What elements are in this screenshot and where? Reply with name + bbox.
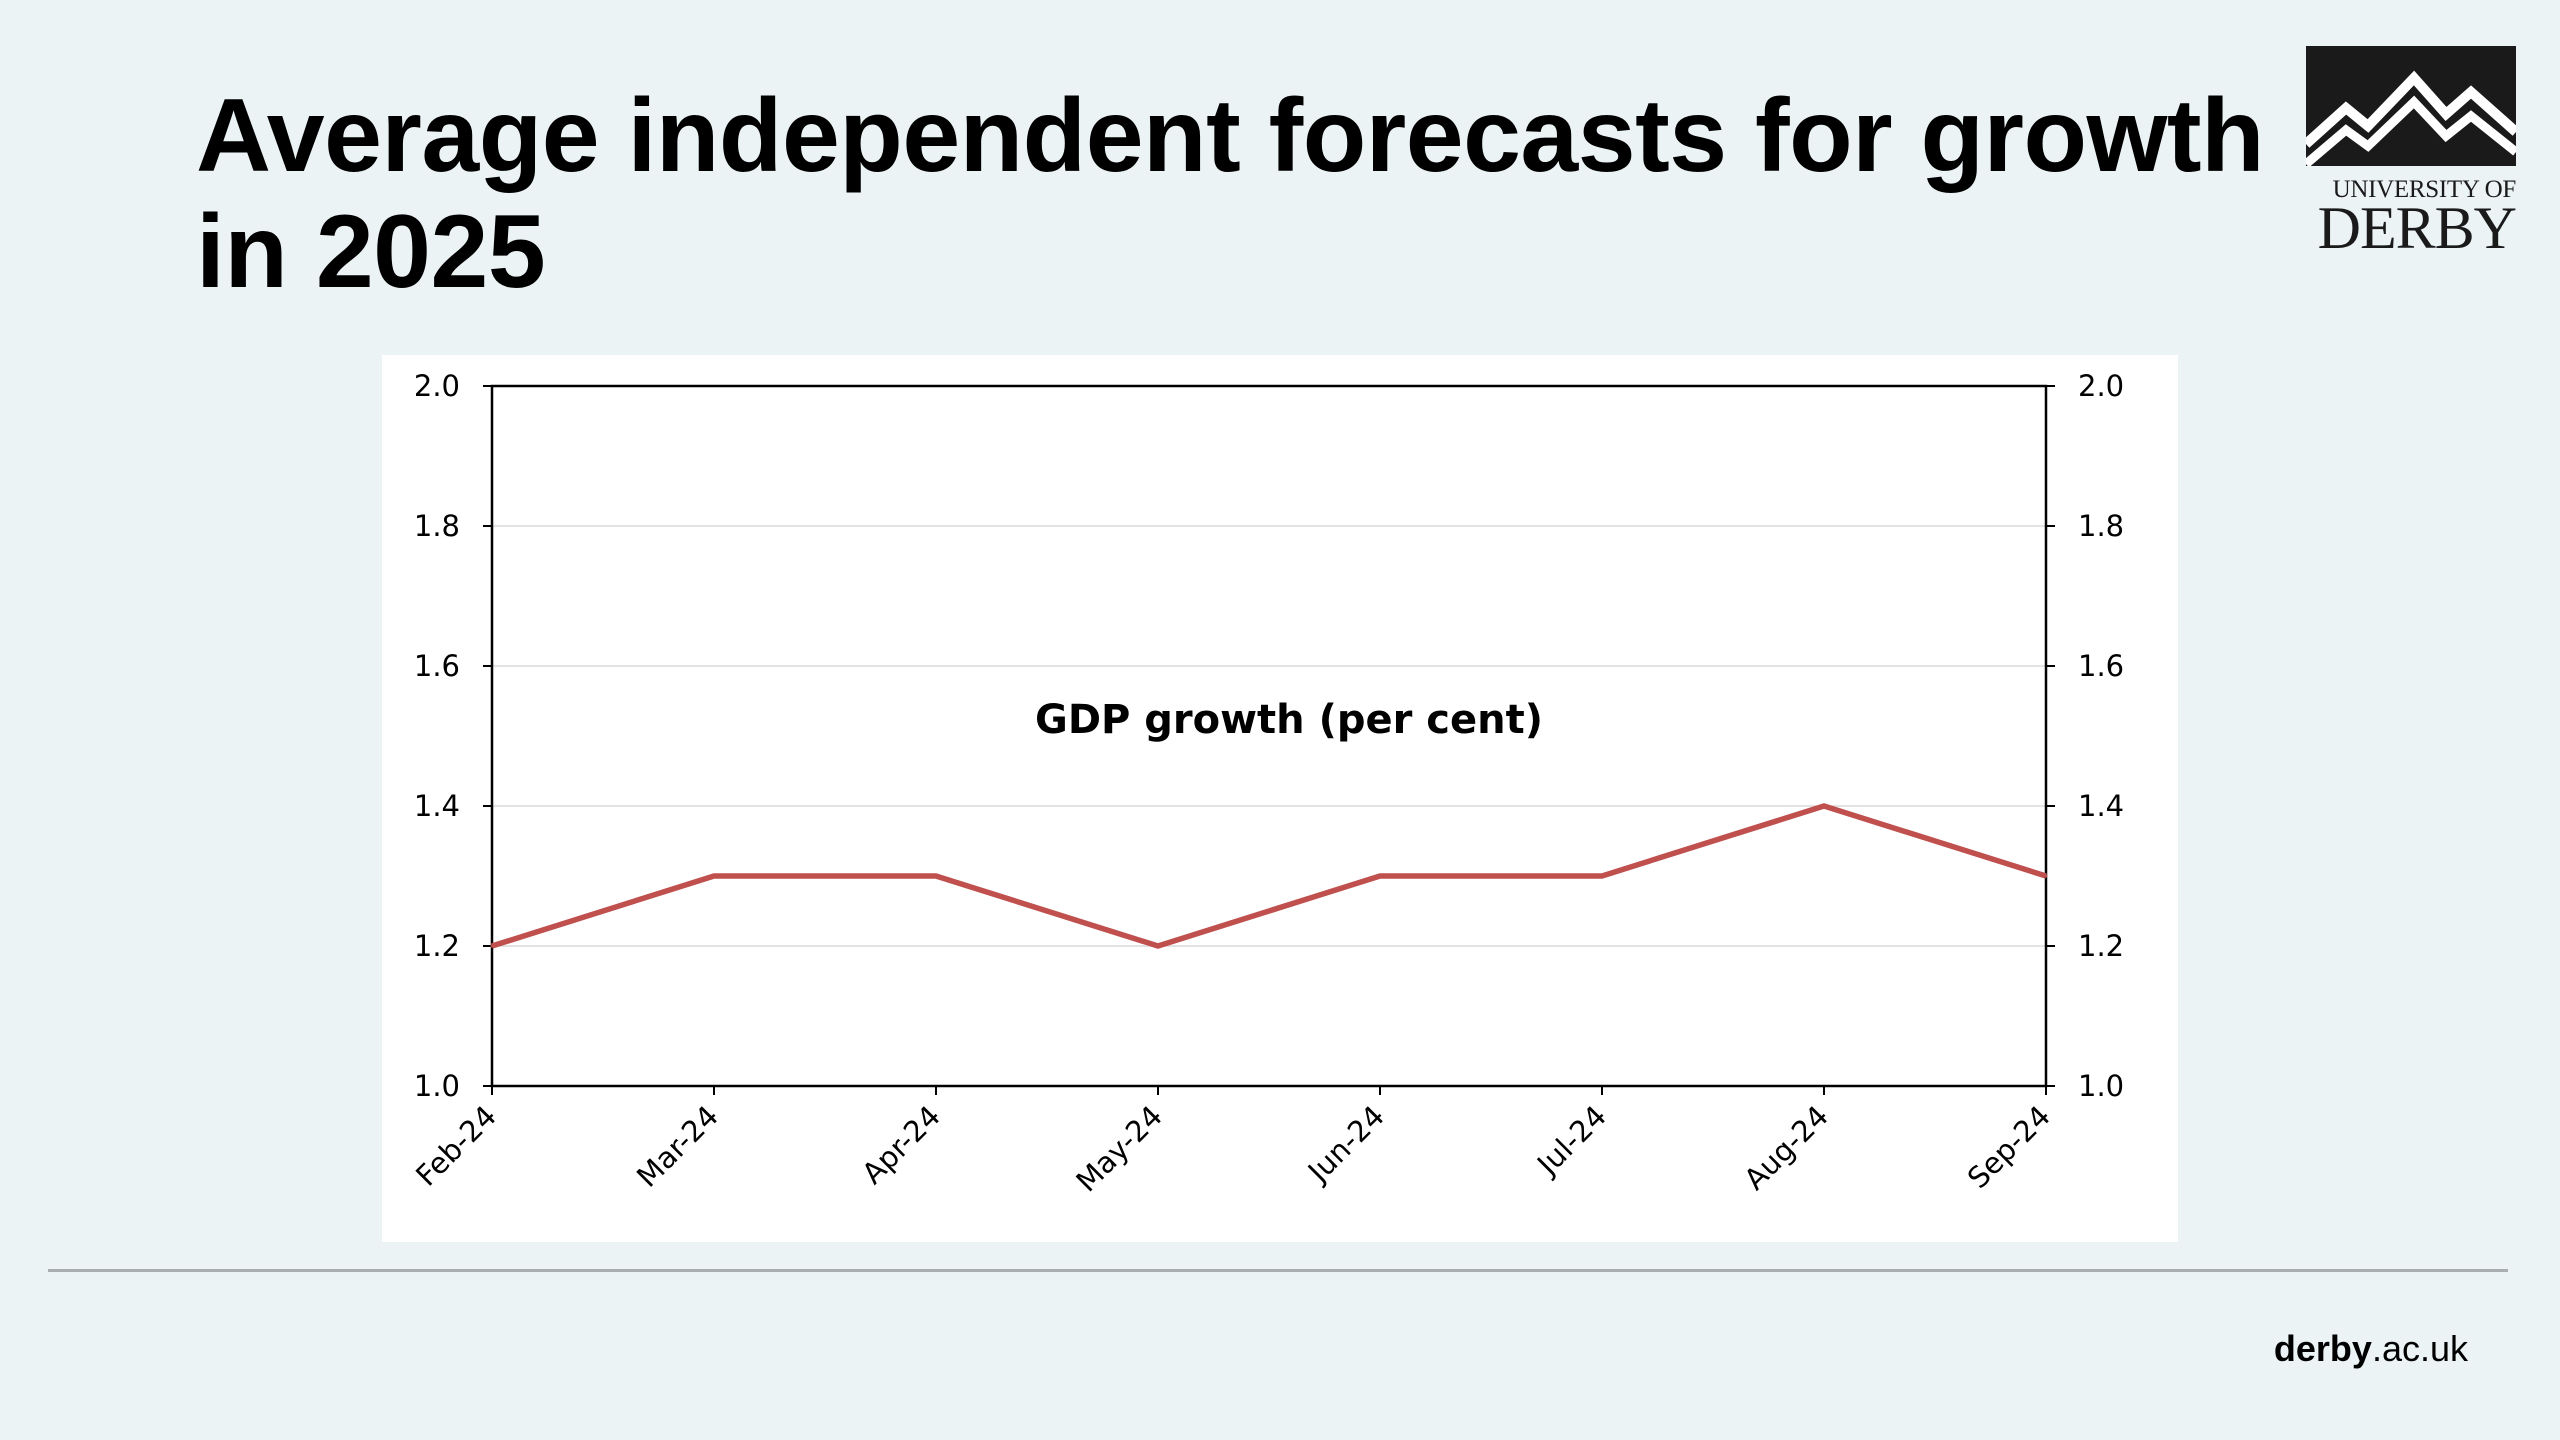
- university-logo: UNIVERSITY OF DERBY: [2302, 46, 2520, 261]
- y-tick-label-left: 1.8: [414, 509, 460, 543]
- chart-panel: 1.0 1.2 1.4 1.6 1.8 2.0 1.0 1.2 1.4 1.6 1.8 2.0 Feb-…: [382, 355, 2178, 1242]
- x-tick-label: Jul-24: [1529, 1099, 1613, 1183]
- logo-text-university-of: UNIVERSITY OF: [2332, 176, 2517, 203]
- gdp-growth-line-chart: 1.0 1.2 1.4 1.6 1.8 2.0 1.0 1.2 1.4 1.6 1.8 2.0 Feb-…: [409, 369, 2124, 1199]
- logo-text-derby: DERBY: [2317, 195, 2517, 261]
- data-point: [1822, 804, 1826, 808]
- footer-url[interactable]: derby.ac.uk: [2274, 1328, 2468, 1370]
- x-tick-label: Jun-24: [1300, 1099, 1391, 1190]
- chart-title: GDP growth (per cent): [1035, 697, 1543, 743]
- x-tick-label: May-24: [1069, 1099, 1169, 1199]
- x-tick-label: Aug-24: [1737, 1099, 1835, 1197]
- y-tick-label-right: 1.2: [2078, 929, 2124, 963]
- y-tick-label-right: 1.6: [2078, 649, 2124, 683]
- y-tick-label-left: 1.0: [414, 1069, 460, 1103]
- y-tick-label-right: 2.0: [2078, 369, 2124, 403]
- slide-title: Average independent forecasts for growth…: [196, 78, 2265, 310]
- y-tick-label-right: 1.8: [2078, 509, 2124, 543]
- x-tick-label: Feb-24: [409, 1099, 503, 1193]
- data-point: [712, 874, 716, 878]
- series-line-0: [491, 803, 2047, 949]
- plot-area-frame: [490, 384, 2048, 1088]
- x-tick-label: Sep-24: [1961, 1099, 2057, 1195]
- data-point: [934, 874, 938, 878]
- y-tick-label-left: 2.0: [414, 369, 460, 403]
- mountains-icon: [2302, 46, 2520, 168]
- y-tick-label-right: 1.4: [2078, 789, 2124, 823]
- data-point: [490, 944, 494, 948]
- y-tick-label-right: 1.0: [2078, 1069, 2124, 1103]
- data-point: [1600, 874, 1604, 878]
- data-point: [1378, 874, 1382, 878]
- data-point: [2044, 874, 2048, 878]
- data-point: [1156, 944, 1160, 948]
- y-tick-label-left: 1.2: [414, 929, 460, 963]
- footer-url-domain: derby: [2273, 1328, 2372, 1369]
- footer-url-suffix: .ac.uk: [2371, 1328, 2468, 1369]
- y-tick-label-left: 1.4: [414, 789, 460, 823]
- footer-divider: [48, 1269, 2508, 1272]
- x-tick-label: Mar-24: [630, 1099, 725, 1194]
- y-tick-label-left: 1.6: [414, 649, 460, 683]
- x-tick-label: Apr-24: [855, 1099, 947, 1191]
